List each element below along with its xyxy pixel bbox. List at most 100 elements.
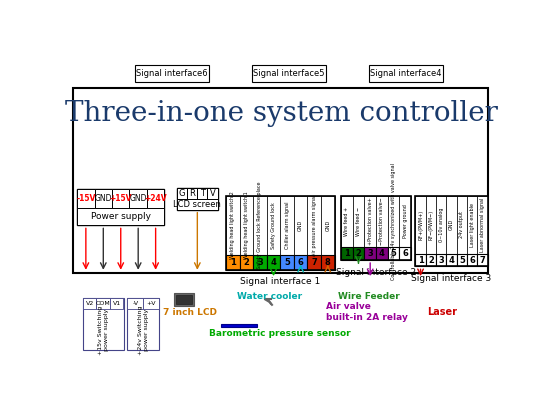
Text: 7: 7 <box>311 258 317 267</box>
Text: 6: 6 <box>298 258 304 267</box>
Text: Safety Ground lock Reference place: Safety Ground lock Reference place <box>257 181 262 269</box>
Text: GND: GND <box>94 194 112 203</box>
Text: 2: 2 <box>356 249 361 258</box>
Text: 4: 4 <box>449 256 455 265</box>
Bar <box>341 196 352 247</box>
Bar <box>83 298 97 309</box>
Text: G: G <box>179 189 186 198</box>
Bar <box>267 196 281 255</box>
Text: Welding head light switch 1: Welding head light switch 1 <box>244 191 249 259</box>
Text: 8: 8 <box>325 258 330 267</box>
Text: Signal interface 3: Signal interface 3 <box>411 274 492 283</box>
Text: Signal interface5: Signal interface5 <box>253 69 324 78</box>
Bar <box>239 196 253 255</box>
Text: RF+(PWM+): RF+(PWM+) <box>418 209 423 240</box>
Text: Wire feed −: Wire feed − <box>356 207 361 236</box>
Text: LCD screen: LCD screen <box>173 200 221 209</box>
Text: Laser abnormal signal: Laser abnormal signal <box>480 198 485 252</box>
Bar <box>112 189 130 208</box>
Text: +Protection valve+: +Protection valve+ <box>368 198 373 245</box>
Text: 3: 3 <box>367 249 373 258</box>
Bar <box>208 188 217 199</box>
Text: 4: 4 <box>271 258 277 267</box>
Bar <box>352 196 365 247</box>
Bar <box>478 196 488 254</box>
Bar <box>226 255 239 270</box>
Text: 4: 4 <box>379 249 385 258</box>
Bar <box>110 298 124 309</box>
Text: V1: V1 <box>113 301 121 306</box>
Bar <box>425 254 436 266</box>
Text: Controllable 24v synchronized with valve signal: Controllable 24v synchronized with valve… <box>391 163 396 280</box>
Text: +24V: +24V <box>144 194 167 203</box>
Bar <box>94 189 112 208</box>
Text: V2: V2 <box>86 301 94 306</box>
Bar <box>226 196 334 270</box>
Text: Laser light enable: Laser light enable <box>470 202 475 247</box>
Bar <box>352 247 365 260</box>
Text: Power supply: Power supply <box>91 212 151 221</box>
Bar <box>368 65 443 82</box>
Bar <box>467 254 478 266</box>
Bar <box>267 255 281 270</box>
Bar <box>177 188 187 199</box>
Bar <box>436 254 446 266</box>
Text: Laser: Laser <box>427 307 457 317</box>
Text: 0~10v analog: 0~10v analog <box>439 207 444 242</box>
Text: 2: 2 <box>428 256 434 265</box>
Text: +15V: +15V <box>109 194 132 203</box>
Text: Air pressure alarm signal: Air pressure alarm signal <box>312 194 317 256</box>
Bar <box>135 65 209 82</box>
Text: Power ground: Power ground <box>403 204 408 238</box>
Bar <box>77 189 164 225</box>
Bar <box>176 295 192 304</box>
Text: 3: 3 <box>438 256 444 265</box>
Bar <box>127 298 143 309</box>
Text: Barometric pressure sensor: Barometric pressure sensor <box>209 329 351 338</box>
Text: 24v output: 24v output <box>460 211 464 238</box>
Bar <box>388 247 400 260</box>
Bar <box>77 189 94 208</box>
Bar <box>97 298 110 309</box>
Text: Signal interface6: Signal interface6 <box>136 69 208 78</box>
Bar <box>376 196 388 247</box>
Text: 7 inch LCD: 7 inch LCD <box>163 308 217 317</box>
Bar <box>467 196 478 254</box>
Bar <box>221 324 257 327</box>
Text: GND: GND <box>130 194 147 203</box>
Bar <box>321 255 334 270</box>
Text: 1: 1 <box>344 249 350 258</box>
Text: 5: 5 <box>391 249 396 258</box>
Text: 6: 6 <box>402 249 408 258</box>
Bar <box>388 196 400 247</box>
Text: Safety Ground lock: Safety Ground lock <box>271 202 276 249</box>
Bar <box>253 255 267 270</box>
Bar <box>187 188 197 199</box>
Bar <box>425 196 436 254</box>
Bar <box>416 196 488 266</box>
Text: R: R <box>189 189 195 198</box>
Bar <box>239 255 253 270</box>
Bar <box>177 188 217 210</box>
Bar <box>416 196 425 254</box>
Text: 1: 1 <box>418 256 423 265</box>
Text: GND: GND <box>449 219 454 230</box>
Bar <box>446 254 457 266</box>
Text: COM: COM <box>96 301 111 306</box>
Text: 6: 6 <box>469 256 475 265</box>
Text: Water cooler: Water cooler <box>237 292 302 301</box>
Bar <box>73 88 488 273</box>
Text: -15V: -15V <box>76 194 96 203</box>
Bar <box>446 196 457 254</box>
Text: Air valve
built-in 2A relay: Air valve built-in 2A relay <box>326 302 408 322</box>
Text: 3: 3 <box>257 258 263 267</box>
Bar <box>400 247 411 260</box>
Text: Wire Feeder: Wire Feeder <box>338 292 399 301</box>
Bar <box>130 189 147 208</box>
Text: 7: 7 <box>480 256 485 265</box>
Bar <box>173 292 194 306</box>
Bar <box>457 196 467 254</box>
Bar <box>436 196 446 254</box>
Text: T: T <box>200 189 205 198</box>
Text: 1: 1 <box>230 258 236 267</box>
